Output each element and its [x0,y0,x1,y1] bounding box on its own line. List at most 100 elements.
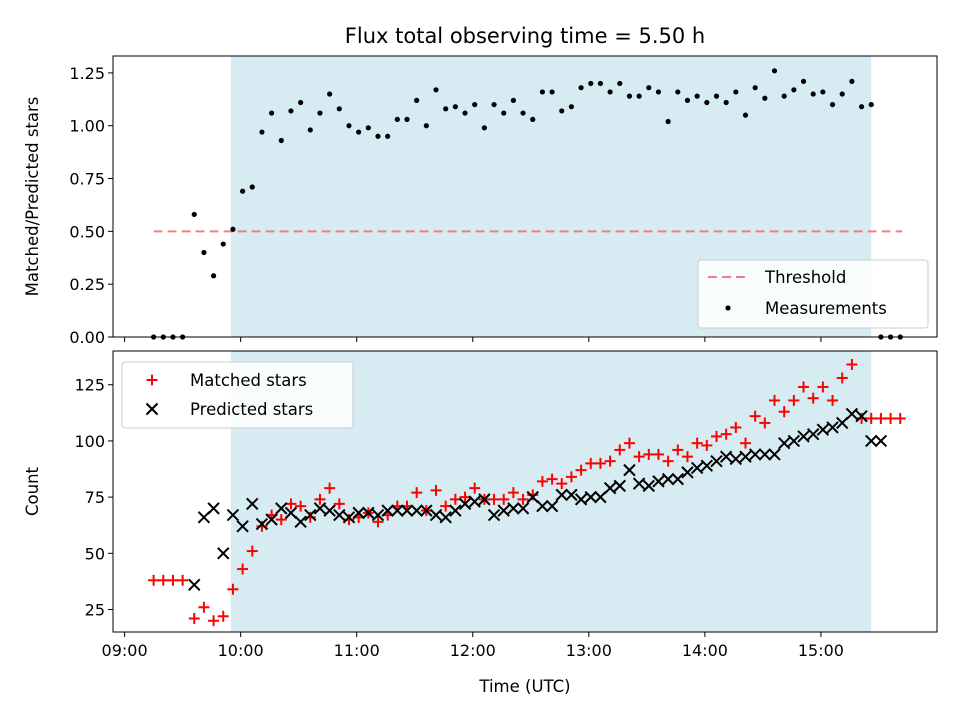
measurement-point [636,93,642,99]
bottom-y-tick-label: 100 [74,432,105,451]
predicted-star-point [642,479,656,493]
bottom-x-tick-label: 12:00 [450,641,496,660]
bottom-x-axis-label: Time (UTC) [478,677,570,696]
matched-star-point [633,451,645,463]
top-legend-box [697,259,929,329]
predicted-star-point [400,504,414,517]
predicted-star-point [468,495,481,508]
legend-matched-swatch [146,374,158,386]
measurement-point [810,91,816,97]
predicted-star-point-b [526,490,539,504]
measurement-point [356,129,362,135]
measurement-point [375,133,381,139]
predicted-star-point [536,499,549,513]
measurement-point [220,241,226,247]
predicted-star-point [719,450,733,463]
predicted-star-point-b [284,506,298,520]
predicted-star-point-b [294,515,307,529]
matched-star-point [208,615,220,627]
matched-star-point [594,457,606,469]
matched-star-point [517,493,529,505]
measurement-point [230,226,236,232]
predicted-star-point [574,493,588,506]
predicted-star-point-b [410,504,423,517]
matched-star-point [411,487,423,499]
predicted-star-point [565,488,578,502]
predicted-star-point-b [362,506,375,520]
matched-star-point [469,482,481,494]
matched-star-point [894,412,906,424]
predicted-star-point [420,504,433,517]
predicted-star-point-b [584,490,597,504]
predicted-star-point [207,502,220,515]
predicted-star-point-b [797,430,810,443]
predicted-star-point [700,459,714,472]
measurement-point [665,118,671,125]
bottom-x-tick-label: 13:00 [566,641,612,660]
measurement-point [791,87,797,93]
matched-star-point [672,444,684,456]
predicted-star-point-b [246,497,259,511]
matched-star-point [167,574,179,586]
matched-star-point [604,455,616,467]
predicted-star-point [787,434,801,448]
predicted-star-point-b [806,427,820,441]
measurement-point [201,249,207,256]
predicted-star-point-b [236,520,249,533]
top-legend: Threshold Measurements [697,259,929,329]
measurement-point [472,101,478,108]
predicted-star-point [797,430,810,443]
predicted-star-point [429,508,443,522]
predicted-star-point [342,511,356,524]
predicted-star-point-b [333,508,346,522]
predicted-star-point-b [381,504,394,517]
matched-star-point [730,421,742,433]
predicted-star-point [487,508,501,522]
measurement-point [694,93,700,99]
measurement-point [423,123,429,129]
predicted-star-point-b [555,488,568,502]
predicted-star-point [197,511,211,524]
top-panel: 0.00 0.25 0.50 0.75 1.00 1.25 Flux total obse… [23,24,938,347]
matched-star-point [440,500,452,512]
measurement-point [385,133,391,139]
legend-matched-label: Matched stars [190,371,307,390]
measurement-point [239,188,246,194]
measurement-point [414,97,420,103]
measurement-point [288,108,294,114]
top-axes-frame [112,55,938,338]
predicted-star-point [845,407,859,421]
legend-predicted-label: Predicted stars [190,400,313,419]
predicted-star-point-b [681,466,694,479]
matched-star-point [575,464,587,476]
top-y-tick-label: 0.00 [69,328,105,347]
predicted-star-point-b [536,499,549,513]
matched-star-point [817,381,829,393]
matched-star-point [275,514,287,526]
predicted-star-point [729,452,743,466]
matched-star-point [652,448,664,460]
measurement-point [839,91,845,97]
bottom-y-tick-label: 50 [85,544,105,563]
predicted-star-point-b [207,502,220,515]
predicted-star-point-b [516,502,530,515]
predicted-star-point [217,547,230,560]
matched-star-point [798,381,810,393]
measurement-point [269,110,275,116]
predicted-star-point [748,448,762,461]
measurement-point [510,97,516,103]
predicted-star-point [584,490,597,504]
measurement-point [849,78,855,84]
matched-star-point [227,583,239,595]
predicted-star-point-b [565,488,578,502]
predicted-star-point-b [323,504,336,517]
matched-star-point [546,473,558,485]
predicted-star-point [352,506,365,520]
matched-star-point [177,574,189,586]
predicted-star-point-b [855,409,868,423]
measurement-point [317,110,323,116]
predicted-star-point [255,517,269,531]
matched-star-point [198,601,210,613]
predicted-star-point [526,490,539,504]
